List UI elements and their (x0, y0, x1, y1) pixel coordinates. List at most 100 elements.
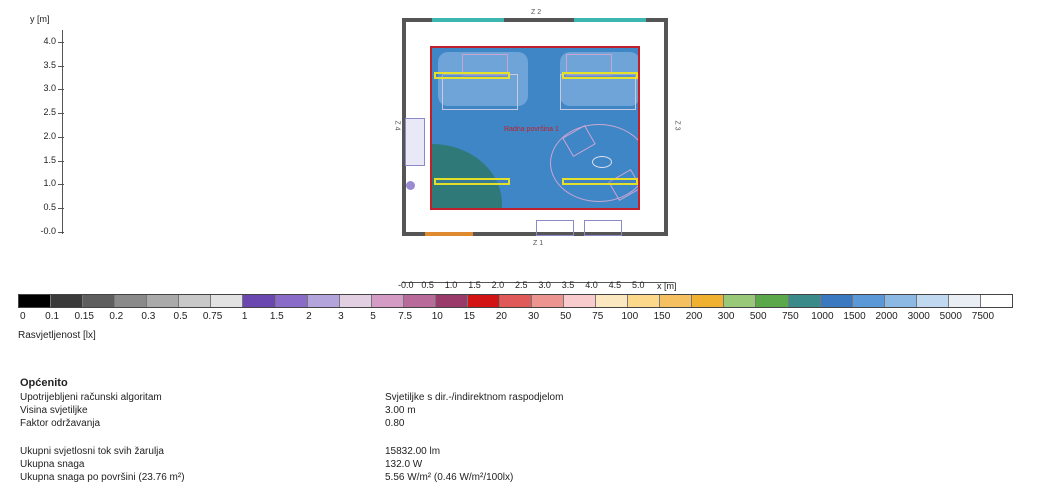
scale-label: 1500 (843, 311, 866, 322)
y-tick-label: 3.0 (22, 83, 64, 93)
general-key: Visina svjetiljke (20, 405, 88, 416)
scale-label: 3 (338, 311, 344, 322)
general-key: Ukupna snaga (20, 459, 85, 470)
scale-label: 2000 (875, 311, 898, 322)
scale-label: 30 (527, 311, 540, 322)
y-tick-label: 4.0 (22, 36, 64, 46)
illuminance-color-scale (18, 294, 1013, 308)
scale-swatch (564, 295, 597, 307)
scale-unit-label: Rasvjetljenost [lx] (18, 330, 96, 341)
y-axis-line (62, 30, 63, 234)
luminaire-1[interactable] (434, 72, 510, 79)
luminaire-3[interactable] (434, 178, 510, 185)
scale-label: 0.5 (173, 311, 188, 322)
general-value: 15832.00 lm (385, 446, 441, 457)
chair-right (566, 54, 612, 76)
y-tick-label: 2.0 (22, 131, 64, 141)
scale-label: 750 (781, 311, 799, 322)
scale-label: 150 (653, 311, 671, 322)
x-tick-label: 2.5 (515, 280, 528, 290)
y-tick-label: -0.0 (22, 226, 64, 236)
work-surface-label: Radna površina 1 (504, 126, 559, 133)
y-tick-label: 0.5 (22, 202, 64, 212)
x-axis-line (402, 282, 674, 283)
y-axis-label: y [m] (30, 14, 50, 24)
scale-swatch (948, 295, 981, 307)
scale-swatch (51, 295, 84, 307)
scale-swatch (403, 295, 436, 307)
scale-label: 1 (241, 311, 248, 322)
general-key: Ukupna snaga po površini (23.76 m²) (20, 472, 185, 483)
scale-swatch (788, 295, 821, 307)
scale-label: 15 (463, 311, 475, 322)
scale-swatch (532, 295, 565, 307)
scale-label: 7500 (971, 311, 995, 322)
scale-swatch (852, 295, 885, 307)
general-key: Faktor održavanja (20, 418, 101, 429)
scale-swatch (724, 295, 757, 307)
illuminance-zone-right (560, 52, 638, 106)
scale-swatch (435, 295, 468, 307)
scale-swatch (339, 295, 372, 307)
door-bottom (425, 232, 473, 236)
general-section-title: Općenito (20, 377, 68, 389)
cabinet-left (536, 220, 574, 236)
x-tick-label: 2.0 (491, 280, 505, 290)
scale-label: 200 (685, 311, 703, 322)
scale-label: 300 (717, 311, 735, 322)
scale-label: 0.75 (202, 311, 223, 322)
x-tick-label: 5.0 (632, 280, 645, 290)
scale-label: 75 (592, 311, 604, 322)
y-tick-label: 1.5 (22, 155, 64, 165)
scale-swatch (820, 295, 853, 307)
scale-label: 50 (560, 311, 572, 322)
y-tick-label: 1.0 (22, 178, 64, 188)
illuminance-zone-left (438, 52, 528, 106)
scale-swatch (275, 295, 308, 307)
luminaire-2[interactable] (562, 72, 638, 79)
plan-dim-bottom: Z 1 (533, 240, 544, 247)
scale-swatch (884, 295, 917, 307)
scale-label: 5 (370, 311, 376, 322)
scale-swatch (83, 295, 116, 307)
scale-label: 1.5 (269, 311, 284, 322)
scale-swatch (692, 295, 725, 307)
table-center (592, 156, 612, 168)
scale-label: 7.5 (398, 311, 413, 322)
scale-label: 0.2 (109, 311, 124, 322)
scale-swatch (660, 295, 693, 307)
x-tick-label: 3.5 (561, 280, 575, 290)
y-tick-label: 2.5 (22, 107, 64, 117)
x-axis-unit: x [m] (657, 281, 677, 291)
plan-dim-top: Z 2 (531, 9, 542, 16)
desk-left (442, 74, 518, 110)
scale-label: 0 (20, 311, 26, 322)
work-surface[interactable]: Radna površina 1 (430, 46, 640, 210)
scale-swatch (596, 295, 629, 307)
x-tick-label: -0.0 (398, 280, 414, 290)
scale-swatch (307, 295, 340, 307)
x-tick-label: 1.5 (468, 280, 481, 290)
scale-swatch (19, 295, 52, 307)
x-tick-label: 4.0 (585, 280, 598, 290)
chair-left (462, 54, 508, 76)
general-value: 132.0 W (385, 459, 423, 470)
scale-label: 2 (306, 311, 312, 322)
window-top-left (432, 18, 504, 22)
y-tick-label: 3.5 (22, 60, 64, 70)
scale-swatch (243, 295, 276, 307)
window-top-right (574, 18, 646, 22)
scale-swatch (980, 295, 1012, 307)
scale-swatch (499, 295, 532, 307)
low-illuminance-zone (432, 144, 502, 208)
luminaire-4[interactable] (562, 178, 638, 185)
x-tick-label: 1.0 (444, 280, 458, 290)
scale-label: 5000 (939, 311, 962, 322)
desk-right (560, 74, 636, 110)
scale-label: 100 (621, 311, 639, 322)
scale-swatch (756, 295, 789, 307)
general-value: 5.56 W/m² (0.46 W/m²/100lx) (385, 472, 514, 483)
scale-label: 0.15 (74, 311, 94, 322)
general-key: Upotrijebljeni računski algoritam (20, 392, 162, 403)
scale-swatch (211, 295, 244, 307)
